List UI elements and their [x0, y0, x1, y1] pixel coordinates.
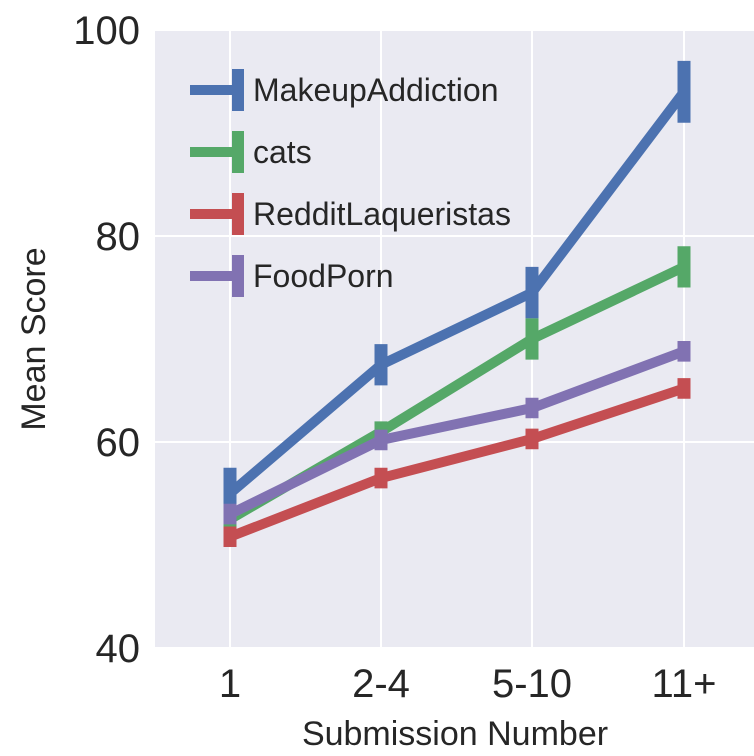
x-tick-label: 2-4 [352, 662, 410, 706]
legend-label: RedditLaqueristas [253, 196, 511, 232]
y-tick-label: 100 [73, 9, 140, 53]
y-tick-label: 60 [96, 421, 141, 465]
series-line [226, 88, 688, 498]
legend-item: RedditLaqueristas [190, 193, 511, 235]
legend-label: MakeupAddiction [253, 72, 498, 108]
x-axis-title: Submission Number [302, 715, 608, 751]
y-ticks: 40 60 80 100 [73, 9, 140, 671]
x-tick-label: 5-10 [492, 662, 572, 706]
legend-label: cats [253, 134, 312, 170]
x-tick-label: 1 [219, 662, 241, 706]
y-axis-title: Mean Score [15, 247, 53, 430]
x-ticks: 1 2-4 5-10 11+ [219, 662, 717, 706]
legend: MakeupAddiction cats RedditLaqueristas Food… [190, 69, 511, 297]
series-line [228, 383, 686, 542]
legend-item: MakeupAddiction [190, 69, 498, 111]
x-tick-label: 11+ [652, 662, 717, 706]
series-RedditLaqueristas [223, 378, 691, 548]
legend-label: FoodPorn [253, 258, 394, 294]
legend-item: FoodPorn [190, 255, 394, 297]
series-line [227, 346, 686, 519]
y-tick-label: 80 [96, 215, 141, 259]
series-FoodPorn [223, 341, 691, 525]
series-layer [223, 60, 691, 548]
y-tick-label: 40 [96, 627, 141, 671]
legend-item: cats [190, 131, 312, 173]
